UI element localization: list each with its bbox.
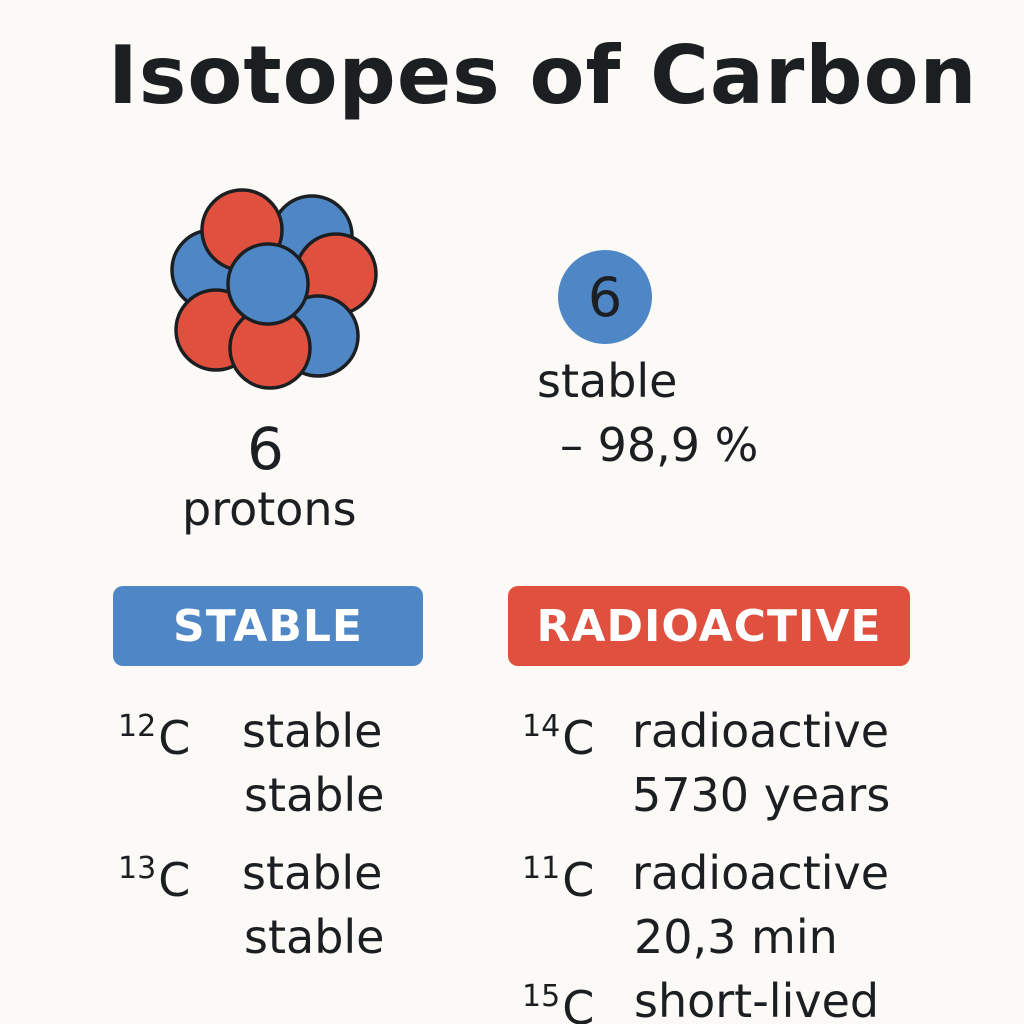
isotope-line2: stable [244,768,385,822]
atomic-number: 6 [587,265,623,329]
mass-number: 13 [118,851,157,886]
isotope-line2: 5730 years [632,768,891,822]
isotope-line1: stable [242,704,383,758]
isotope-symbol: 14C [522,700,594,765]
isotope-line1: radioactive [632,846,890,900]
atomic-number-badge: 6 [558,250,652,344]
isotope-symbol: 12C [118,700,190,765]
isotope-line1: radioactive [632,704,890,758]
page-title: Isotopes of Carbon [108,29,978,122]
element-symbol: C [158,853,191,907]
status-label: stable [537,354,678,408]
protons-label: protons [182,482,357,536]
carbon-nucleus-icon [170,188,378,390]
radioactive-header-badge: RADIOACTIVE [508,586,910,666]
mass-number: 11 [522,851,561,886]
isotope-line2: stable [244,910,385,964]
stable-header-label: STABLE [173,600,363,652]
abundance-value: – 98,9 % [560,418,759,472]
proton-count: 6 [247,415,284,483]
mass-number: 12 [118,709,157,744]
isotope-symbol: 15C [522,970,594,1024]
mass-number: 14 [522,709,561,744]
element-symbol: C [562,853,595,907]
stable-header-badge: STABLE [113,586,423,666]
element-symbol: C [562,711,595,765]
isotope-line2: 20,3 min [634,910,838,964]
mass-number: 15 [522,979,561,1014]
isotope-line1: short-lived [634,974,880,1024]
neutron-particle [226,242,310,326]
isotope-line1: stable [242,846,383,900]
element-symbol: C [158,711,191,765]
element-symbol: C [562,981,595,1024]
isotope-symbol: 11C [522,842,594,907]
isotope-symbol: 13C [118,842,190,907]
radioactive-header-label: RADIOACTIVE [536,600,882,652]
